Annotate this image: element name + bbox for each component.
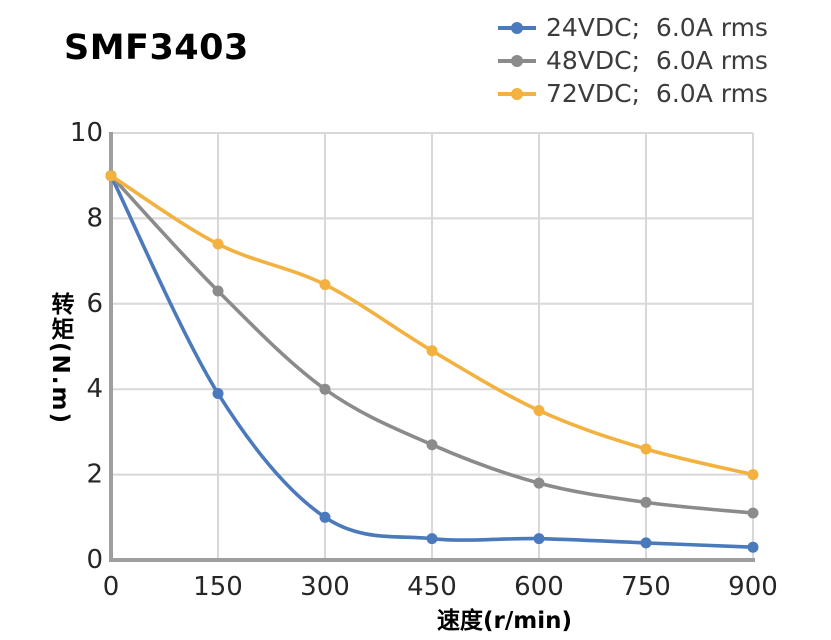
- data-point-marker: [426, 533, 438, 545]
- x-tick-label: 300: [300, 572, 350, 602]
- legend-label: 48VDC; 6.0A rms: [546, 46, 768, 75]
- legend-item: 72VDC; 6.0A rms: [497, 77, 768, 110]
- data-point-marker: [533, 405, 545, 417]
- data-point-marker: [212, 387, 224, 399]
- y-tick-label: 4: [86, 374, 103, 404]
- x-tick-label: 750: [621, 572, 671, 602]
- legend-marker-icon: [498, 54, 536, 67]
- data-point-marker: [212, 238, 224, 250]
- chart-title: SMF3403: [64, 28, 249, 68]
- y-axis-label: 转矩(N.m): [47, 292, 73, 425]
- data-point-marker: [319, 279, 331, 291]
- data-point-marker: [319, 511, 331, 523]
- data-point-marker: [212, 285, 224, 297]
- legend-label: 24VDC; 6.0A rms: [546, 13, 768, 42]
- y-tick-label: 2: [86, 460, 103, 490]
- legend-item: 48VDC; 6.0A rms: [497, 44, 768, 77]
- data-point-marker: [105, 170, 117, 182]
- legend-item: 24VDC; 6.0A rms: [497, 11, 768, 44]
- y-tick-label: 8: [86, 203, 103, 233]
- y-tick-label: 0: [86, 545, 103, 575]
- legend-marker-icon: [498, 21, 536, 34]
- y-tick-label: 10: [70, 118, 103, 148]
- y-tick-label: 6: [86, 289, 103, 319]
- data-point-marker: [426, 345, 438, 357]
- data-point-marker: [319, 383, 331, 395]
- data-point-marker: [533, 533, 545, 545]
- data-point-marker: [533, 477, 545, 489]
- x-tick-label: 450: [407, 572, 457, 602]
- data-point-marker: [747, 541, 759, 553]
- x-tick-label: 900: [728, 572, 778, 602]
- data-point-marker: [747, 469, 759, 481]
- x-tick-label: 150: [193, 572, 243, 602]
- data-point-marker: [747, 507, 759, 519]
- x-tick-label: 600: [514, 572, 564, 602]
- legend-label: 72VDC; 6.0A rms: [546, 79, 768, 108]
- data-point-marker: [426, 439, 438, 451]
- data-point-marker: [640, 496, 652, 508]
- x-axis-label: 速度(r/min): [437, 608, 572, 634]
- data-point-marker: [640, 537, 652, 549]
- legend: 24VDC; 6.0A rms 48VDC; 6.0A rms 72VDC; 6.0…: [497, 11, 768, 110]
- legend-marker-icon: [498, 87, 536, 100]
- data-point-marker: [640, 443, 652, 455]
- x-tick-label: 0: [103, 572, 120, 602]
